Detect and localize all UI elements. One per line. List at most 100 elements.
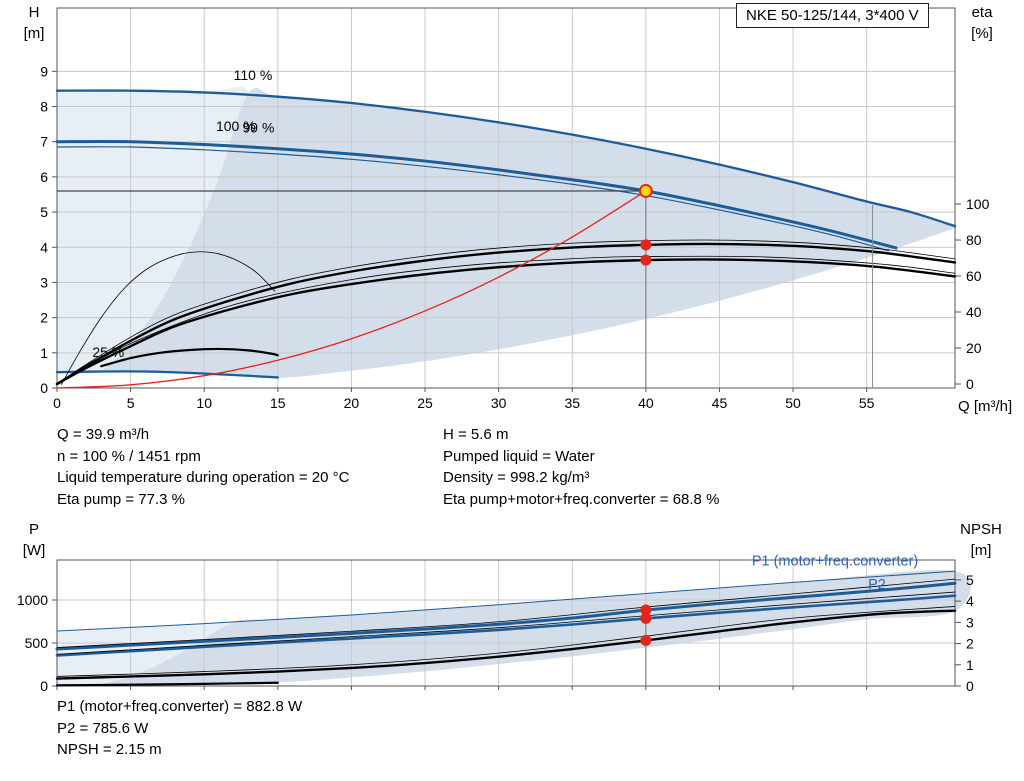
series-curve-25pct <box>100 347 279 368</box>
series-p2 <box>55 594 957 657</box>
tick-label-y2: 20 <box>966 340 982 356</box>
tick-label-y2: 0 <box>966 678 974 694</box>
pumped-liquid-value: Pumped liquid = Water <box>443 447 595 465</box>
tick-label-y2: 0 <box>966 376 974 392</box>
tick-label-y: 3 <box>40 274 48 290</box>
series-p2-tolerance <box>56 591 956 655</box>
head-y2-axis-symbol: eta <box>971 4 993 21</box>
tick-label-y: 0 <box>40 678 48 694</box>
tick-label-y: 6 <box>40 169 48 185</box>
tick-label-y2: 2 <box>966 636 974 652</box>
tick-label-y2: 100 <box>966 196 990 212</box>
curve-label: 99 % <box>242 120 274 136</box>
series-eta-pump <box>55 242 957 386</box>
marker-eta-total-point <box>640 254 652 266</box>
chart-frame <box>56 7 956 389</box>
power-y-axis-symbol: P <box>28 521 39 538</box>
power-y2-axis-symbol: NPSH <box>960 521 1002 538</box>
tick-label-y: 1000 <box>17 592 48 608</box>
series-p1-motor-freq-converter <box>55 581 957 651</box>
tick-label-y: 2 <box>40 310 48 326</box>
tick-label-y: 500 <box>25 635 49 651</box>
density-value: Density = 998.2 kg/m³ <box>443 469 590 486</box>
curve-label: 110 % <box>234 67 273 83</box>
region-operating-range <box>101 87 961 379</box>
curve-label: 100 % <box>216 118 256 134</box>
tick-label-y: 8 <box>40 99 48 115</box>
tick-label-x: 25 <box>417 395 433 411</box>
power-y2-axis-unit: [m] <box>970 542 992 559</box>
series-eta-pump-tolerance <box>56 239 956 385</box>
marker-p2-point <box>640 612 652 624</box>
marker-eta-pump-point <box>640 239 652 251</box>
series-speed-99pct <box>56 146 890 252</box>
series-speed-110pct <box>55 89 957 228</box>
operating-data-right: H = 5.6 m Pumped liquid = Water Density … <box>443 424 719 510</box>
tick-label-x: 55 <box>859 395 875 411</box>
marker-p1-point <box>640 604 652 616</box>
flow-value: Q = 39.9 m³/h <box>57 426 150 443</box>
series-p1-tolerance <box>56 578 956 648</box>
p1-value: P1 (motor+freq.converter) = 882.8 W <box>57 698 303 715</box>
chart-frame <box>56 559 956 687</box>
head-y2-axis-label: eta [%] <box>958 2 1006 44</box>
head-value: H = 5.6 m <box>443 426 509 443</box>
series-eta-total-tolerance <box>56 255 956 385</box>
tick-label-x: 10 <box>196 395 212 411</box>
head-y-axis-label: H [m] <box>12 2 56 44</box>
tick-label-x: 30 <box>491 395 507 411</box>
tick-label-y: 4 <box>40 239 48 255</box>
region-power-range-light <box>57 619 244 687</box>
tick-label-y: 0 <box>40 380 48 396</box>
x-axis-label: Q [m³/h] <box>958 398 1013 415</box>
tick-label-x: 40 <box>638 395 654 411</box>
power-data-block: P1 (motor+freq.converter) = 882.8 W P2 =… <box>57 696 302 761</box>
series-npsh <box>55 609 957 680</box>
tick-label-y2: 4 <box>966 593 974 609</box>
tick-label-y2: 5 <box>966 572 974 588</box>
tick-label-y2: 60 <box>966 268 982 284</box>
eta-total-value: Eta pump+motor+freq.converter = 68.8 % <box>443 490 720 508</box>
region-speed-range-light <box>57 87 249 374</box>
tick-label-x: 35 <box>564 395 580 411</box>
power-y2-axis-label: NPSH [m] <box>950 519 1012 561</box>
head-y-axis-unit: [m] <box>23 25 45 42</box>
eta-pump-value: Eta pump = 77.3 % <box>57 490 185 508</box>
head-y2-axis-unit: [%] <box>971 25 993 42</box>
p2-value: P2 = 785.6 W <box>57 719 149 737</box>
tick-label-y2: 80 <box>966 232 982 248</box>
series-p-25pct <box>55 681 279 687</box>
series-speed-min <box>55 370 279 379</box>
series-eta-pump-motor-freq <box>55 258 957 386</box>
series-eta-reduced-speed <box>61 251 276 385</box>
series-npsh-tolerance <box>56 606 956 677</box>
tick-label-y2: 1 <box>966 657 974 673</box>
liquid-temperature-value: Liquid temperature during operation = 20… <box>57 469 350 486</box>
marker-npsh-point <box>640 634 652 646</box>
tick-label-x: 45 <box>712 395 728 411</box>
tick-label-y2: 40 <box>966 304 982 320</box>
power-y-axis-unit: [W] <box>22 542 46 559</box>
tick-label-x: 20 <box>344 395 360 411</box>
series-p1-110pct <box>56 570 956 632</box>
tick-label-y: 9 <box>40 63 48 79</box>
tick-label-y: 5 <box>40 204 48 220</box>
npsh-value: NPSH = 2.15 m <box>57 741 162 758</box>
marker-duty-point <box>638 183 653 198</box>
pump-title-box: NKE 50-125/144, 3*400 V <box>736 3 929 28</box>
curve-label: P2 <box>868 577 886 593</box>
tick-label-x: 5 <box>127 395 135 411</box>
series-system-curve <box>56 190 647 389</box>
curve-label: P1 (motor+freq.converter) <box>752 554 918 570</box>
tick-label-x: 50 <box>785 395 801 411</box>
tick-label-x: 0 <box>53 395 61 411</box>
speed-value: n = 100 % / 1451 rpm <box>57 447 201 465</box>
tick-label-y2: 3 <box>966 614 974 630</box>
power-y-axis-label: P [W] <box>12 519 56 561</box>
series-speed-100pct <box>55 139 898 250</box>
operating-data-left: Q = 39.9 m³/h n = 100 % / 1451 rpm Liqui… <box>57 424 349 510</box>
head-y-axis-symbol: H <box>28 4 40 21</box>
curve-label: 25 % <box>92 344 124 360</box>
